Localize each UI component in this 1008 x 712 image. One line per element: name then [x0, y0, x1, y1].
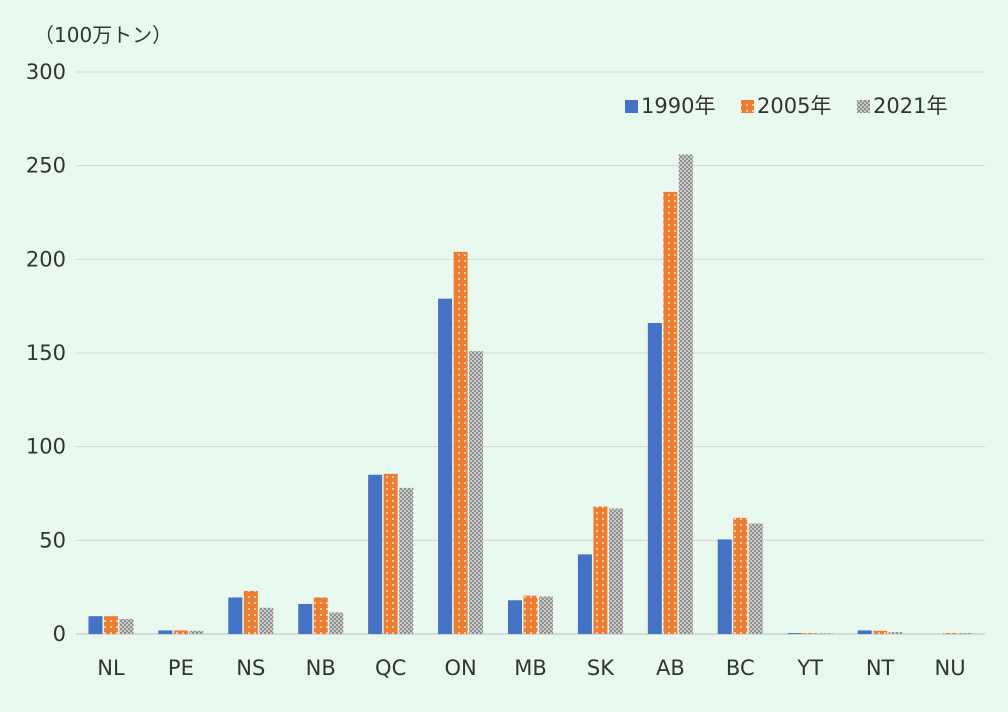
bar-BC-2: [748, 523, 763, 634]
bar-QC-2: [399, 487, 414, 634]
x-tick-label: NS: [236, 656, 265, 680]
bar-BC-1: [733, 517, 748, 634]
bar-ON-0: [438, 298, 453, 634]
bar-NS-1: [243, 590, 258, 634]
y-tick-label: 200: [26, 247, 66, 271]
x-tick-label: QC: [375, 656, 406, 680]
bar-NU-1: [943, 633, 958, 635]
bar-MB-0: [508, 600, 522, 634]
bar-SK-1: [593, 506, 608, 634]
x-tick-label: SK: [587, 656, 615, 680]
legend-swatch: [625, 100, 638, 113]
legend-label: 2021年: [873, 94, 947, 118]
bar-NB-0: [298, 604, 313, 634]
bar-NT-1: [873, 630, 888, 634]
y-tick-label: 250: [26, 154, 66, 178]
bar-PE-2: [189, 630, 204, 634]
y-tick-label: 300: [26, 60, 66, 84]
bar-YT-1: [803, 633, 818, 635]
bar-AB-0: [647, 323, 662, 634]
bar-NU-2: [958, 633, 973, 635]
bar-AB-1: [663, 191, 678, 634]
bar-NS-0: [228, 597, 243, 634]
y-tick-label: 50: [39, 528, 66, 552]
bar-NB-2: [329, 612, 344, 634]
bar-SK-0: [577, 554, 592, 634]
y-tick-label: 0: [53, 622, 66, 646]
y-axis-unit-label: （100万トン）: [34, 23, 172, 47]
x-tick-label: PE: [168, 656, 194, 680]
bar-PE-0: [158, 630, 173, 634]
bar-NL-0: [88, 616, 103, 634]
x-tick-label: MB: [514, 656, 547, 680]
bar-MB-1: [523, 595, 538, 634]
y-tick-label: 150: [26, 341, 66, 365]
x-axis-labels: NL PE NS NB QC ON MB SK AB BC YT NT NU: [97, 656, 965, 680]
bar-YT-0: [787, 633, 802, 635]
bar-NL-2: [119, 619, 134, 634]
legend-label: 1990年: [641, 94, 715, 118]
x-tick-label: YT: [796, 656, 823, 680]
bar-NL-1: [103, 616, 118, 634]
legend: 1990年 2005年 2021年: [625, 94, 947, 118]
y-tick-label: 100: [26, 435, 66, 459]
bar-NT-0: [857, 630, 872, 634]
bar-AB-2: [678, 154, 693, 634]
bars: [88, 154, 973, 635]
x-tick-label: ON: [444, 656, 476, 680]
x-tick-label: BC: [726, 656, 755, 680]
bar-BC-0: [717, 539, 732, 634]
legend-swatch: [741, 100, 754, 113]
bar-NT-2: [888, 632, 903, 634]
bar-YT-2: [818, 633, 833, 635]
x-tick-label: NT: [866, 656, 895, 680]
gridlines: [76, 71, 985, 635]
bar-QC-1: [383, 473, 398, 634]
bar-QC-0: [368, 474, 383, 634]
bar-NB-1: [313, 597, 328, 634]
x-tick-label: NL: [97, 656, 125, 680]
x-tick-label: NU: [934, 656, 965, 680]
y-axis-ticks: 0 50 100 150 200 250 300: [26, 60, 66, 646]
bar-NS-2: [259, 607, 274, 634]
x-tick-label: AB: [656, 656, 685, 680]
x-tick-label: NB: [306, 656, 336, 680]
bar-MB-2: [539, 596, 553, 634]
bar-ON-2: [469, 351, 484, 634]
bar-PE-1: [173, 630, 188, 634]
bar-SK-2: [608, 508, 623, 634]
legend-label: 2005年: [757, 94, 831, 118]
bar-ON-1: [453, 251, 468, 634]
legend-swatch: [857, 100, 870, 113]
